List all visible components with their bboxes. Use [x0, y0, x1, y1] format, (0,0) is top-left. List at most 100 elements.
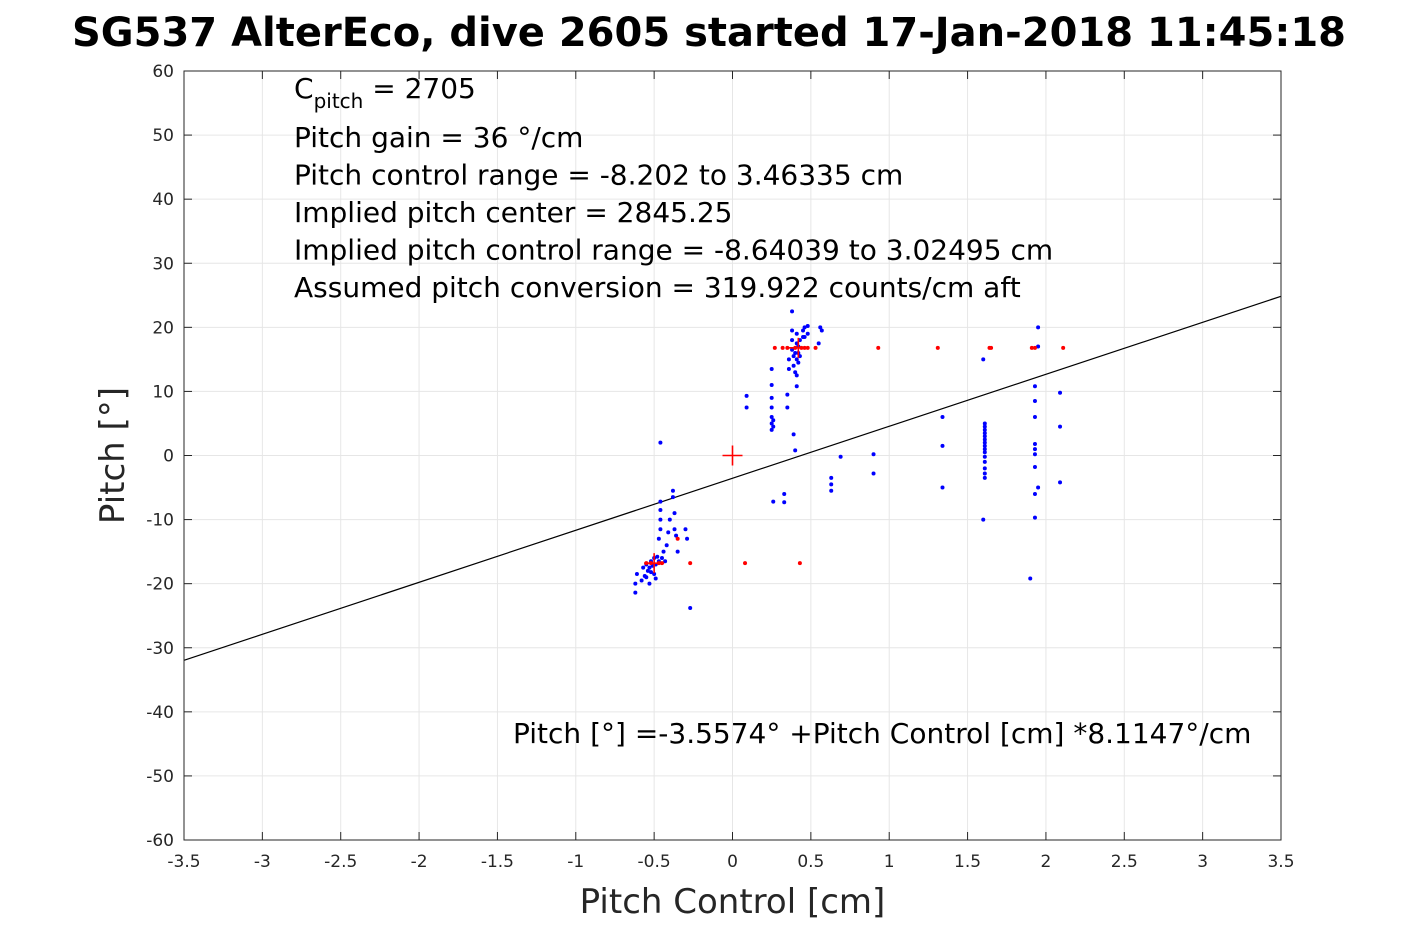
blue-data-point — [785, 392, 790, 397]
blue-data-point — [769, 421, 774, 426]
blue-data-point — [981, 357, 986, 362]
blue-data-point — [790, 338, 795, 343]
blue-data-point — [786, 366, 791, 371]
blue-data-point — [670, 495, 675, 500]
blue-data-point — [1032, 515, 1037, 520]
y-tick-label: 60 — [152, 62, 174, 82]
blue-data-point — [982, 434, 987, 439]
blue-data-point — [769, 366, 774, 371]
annotation-line: Pitch gain = 36 °/cm — [294, 121, 583, 154]
blue-data-point — [982, 459, 987, 464]
y-tick-label: -20 — [146, 575, 174, 595]
y-axis-ticks: -60 -50 -40 -30 -20 -10 0 10 20 30 40 50 60 — [146, 62, 1281, 851]
blue-data-point — [802, 325, 807, 330]
blue-data-point — [655, 554, 660, 559]
blue-data-point — [982, 450, 987, 455]
blue-data-point — [940, 443, 945, 448]
c-pitch-subscript: pitch — [314, 89, 364, 113]
blue-data-point — [744, 405, 749, 410]
annotation-block: Cpitch = 2705 Pitch gain = 36 °/cm Pitch… — [294, 72, 1053, 304]
blue-data-point — [782, 491, 787, 496]
c-pitch-value: = 2705 — [363, 72, 476, 105]
blue-data-point — [633, 590, 638, 595]
y-tick-label: 10 — [152, 382, 174, 402]
blue-data-point — [688, 606, 693, 611]
blue-data-point — [871, 471, 876, 476]
blue-data-point — [769, 405, 774, 410]
x-tick-label: 3 — [1197, 852, 1208, 872]
blue-data-point — [981, 517, 986, 522]
blue-data-point — [793, 448, 798, 453]
x-axis-ticks: -3.5 -3 -2.5 -2 -1.5 -1 -0.5 0 0.5 1 1.5 2 2.5 3 3.5 — [167, 71, 1295, 872]
y-axis-label: Pitch [°] — [93, 387, 133, 524]
blue-data-point — [818, 325, 823, 330]
blue-point-series — [633, 309, 1063, 611]
blue-data-point — [794, 373, 799, 378]
blue-data-point — [633, 581, 638, 586]
blue-data-point — [790, 328, 795, 333]
blue-data-point — [982, 454, 987, 459]
blue-data-point — [685, 536, 690, 541]
blue-data-point — [670, 488, 675, 493]
blue-data-point — [982, 471, 987, 476]
blue-data-point — [829, 482, 834, 487]
blue-data-point — [805, 331, 810, 336]
blue-data-point — [805, 324, 810, 329]
y-tick-label: 50 — [152, 126, 174, 146]
blue-data-point — [672, 527, 677, 532]
blue-data-point — [982, 427, 987, 432]
y-tick-label: -60 — [146, 831, 174, 851]
blue-data-point — [771, 424, 776, 429]
blue-data-point — [649, 570, 654, 575]
x-tick-label: -2.5 — [324, 852, 357, 872]
y-tick-label: -50 — [146, 767, 174, 787]
y-tick-label: -40 — [146, 703, 174, 723]
blue-data-point — [794, 384, 799, 389]
red-data-point — [989, 345, 994, 350]
blue-data-point — [652, 572, 657, 577]
x-tick-label: -2 — [411, 852, 428, 872]
red-data-point — [1029, 345, 1034, 350]
blue-data-point — [1036, 485, 1041, 490]
blue-data-point — [794, 331, 799, 336]
annotation-line: Pitch control range = -8.202 to 3.46335 … — [294, 159, 903, 192]
x-axis-label: Pitch Control [cm] — [580, 882, 886, 922]
red-data-point — [780, 345, 785, 350]
blue-data-point — [658, 517, 663, 522]
blue-data-point — [659, 556, 664, 561]
x-tick-label: -3 — [254, 852, 271, 872]
blue-data-point — [653, 576, 658, 581]
blue-data-point — [982, 447, 987, 452]
red-data-point — [813, 345, 818, 350]
blue-data-point — [790, 309, 795, 314]
blue-data-point — [791, 432, 796, 437]
blue-data-point — [1032, 399, 1037, 404]
blue-data-point — [672, 511, 677, 516]
red-data-point — [1061, 345, 1066, 350]
annotation-line: Assumed pitch conversion = 319.922 count… — [294, 271, 1021, 304]
blue-data-point — [982, 424, 987, 429]
blue-data-point — [871, 452, 876, 457]
red-data-point — [797, 561, 802, 566]
blue-data-point — [802, 334, 807, 339]
blue-data-point — [982, 437, 987, 442]
blue-data-point — [786, 357, 791, 362]
blue-data-point — [1032, 415, 1037, 420]
blue-data-point — [644, 575, 649, 580]
x-tick-label: -1 — [567, 852, 584, 872]
blue-data-point — [744, 393, 749, 398]
blue-data-point — [664, 543, 669, 548]
blue-data-point — [647, 581, 652, 586]
blue-data-point — [1058, 390, 1063, 395]
red-data-point — [772, 345, 777, 350]
c-pitch-annotation: Cpitch = 2705 — [294, 72, 476, 113]
blue-data-point — [674, 533, 679, 538]
blue-data-point — [982, 466, 987, 471]
blue-data-point — [1032, 465, 1037, 470]
blue-data-point — [793, 370, 798, 375]
red-data-point — [743, 561, 748, 566]
x-tick-label: 2.5 — [1111, 852, 1138, 872]
blue-data-point — [658, 499, 663, 504]
fit-equation: Pitch [°] =-3.5574° +Pitch Control [cm] … — [513, 717, 1251, 750]
